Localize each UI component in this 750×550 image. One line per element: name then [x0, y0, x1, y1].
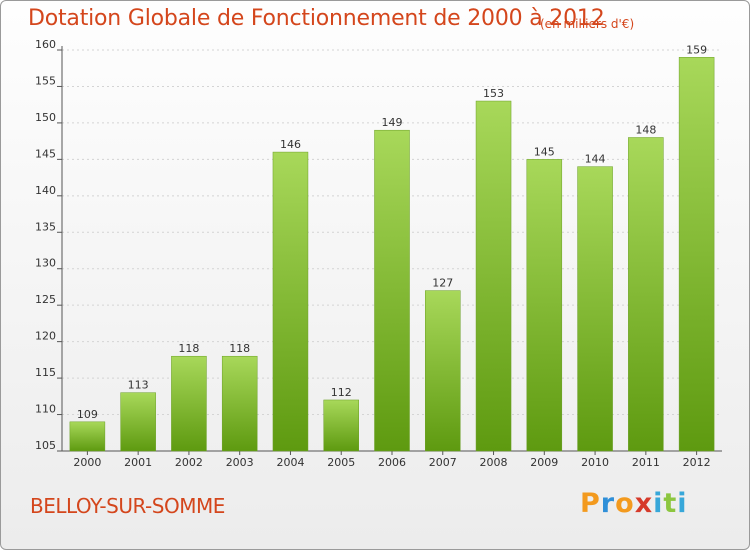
bars — [69, 57, 715, 452]
bar-2005 — [323, 399, 359, 452]
bar-2004 — [272, 151, 309, 452]
bar-2012 — [678, 57, 715, 452]
y-tick-label: 160 — [35, 38, 56, 51]
bar-value-label: 113 — [128, 379, 149, 392]
y-tick-label: 145 — [35, 147, 56, 160]
bar-2010 — [577, 166, 613, 452]
bar-value-label: 149 — [382, 116, 403, 129]
labels: 105 110 115 120 125 130 135 140 145 150 155 160 109 2… — [35, 38, 711, 469]
bar-value-label: 145 — [534, 145, 555, 158]
commune-name: BELLOY-SUR-SOMME — [30, 494, 225, 518]
y-tick-label: 140 — [35, 184, 56, 197]
logo-letter: x — [634, 488, 654, 519]
bar-value-label: 146 — [280, 138, 301, 151]
bar-value-label: 118 — [229, 342, 250, 355]
bar-value-label: 148 — [635, 123, 656, 136]
y-tick-label: 115 — [35, 366, 56, 379]
x-tick-label: 2007 — [429, 456, 457, 469]
bar-2003 — [221, 355, 258, 452]
logo-letter: t — [663, 488, 678, 519]
chart-title: Dotation Globale de Fonctionnement de 20… — [28, 6, 605, 31]
x-tick-label: 2006 — [378, 456, 406, 469]
bar-value-label: 127 — [432, 277, 453, 290]
bar-2001 — [120, 392, 156, 452]
y-tick-label: 135 — [35, 220, 56, 233]
logo-letter: r — [600, 488, 616, 519]
logo-letter: o — [615, 488, 635, 519]
logo-letter: P — [580, 488, 601, 519]
chart-unit-note: (en milliers d'€) — [540, 17, 635, 31]
x-tick-label: 2001 — [124, 456, 152, 469]
x-tick-label: 2003 — [226, 456, 254, 469]
x-tick-label: 2010 — [581, 456, 609, 469]
bar-value-label: 159 — [686, 43, 707, 56]
bar-value-label: 118 — [178, 342, 199, 355]
x-tick-label: 2002 — [175, 456, 203, 469]
x-tick-label: 2009 — [530, 456, 558, 469]
x-tick-label: 2000 — [73, 456, 101, 469]
y-tick-label: 155 — [35, 74, 56, 87]
bar-2008 — [475, 100, 512, 452]
proxiti-logo: Proxiti — [580, 488, 688, 519]
logo-letter: i — [653, 488, 664, 519]
bar-2006 — [374, 129, 410, 452]
bar-2002 — [171, 355, 207, 452]
x-tick-label: 2008 — [480, 456, 508, 469]
x-tick-label: 2004 — [276, 456, 304, 469]
x-tick-label: 2011 — [632, 456, 660, 469]
bar-2011 — [628, 137, 664, 452]
y-tick-label: 120 — [35, 330, 56, 343]
y-tick-label: 110 — [35, 403, 56, 416]
bar-value-label: 153 — [483, 87, 504, 100]
y-tick-label: 150 — [35, 111, 56, 124]
x-tick-label: 2005 — [327, 456, 355, 469]
bar-2009 — [526, 159, 563, 452]
y-tick-label: 125 — [35, 293, 56, 306]
y-tick-label: 105 — [35, 439, 56, 452]
y-tick-label: 130 — [35, 257, 56, 270]
bar-2007 — [425, 290, 461, 452]
bar-2000 — [69, 421, 106, 452]
bar-value-label: 109 — [77, 408, 98, 421]
logo-letter: i — [677, 488, 688, 519]
bar-value-label: 112 — [331, 386, 352, 399]
x-tick-label: 2012 — [683, 456, 711, 469]
bar-value-label: 144 — [585, 153, 606, 166]
